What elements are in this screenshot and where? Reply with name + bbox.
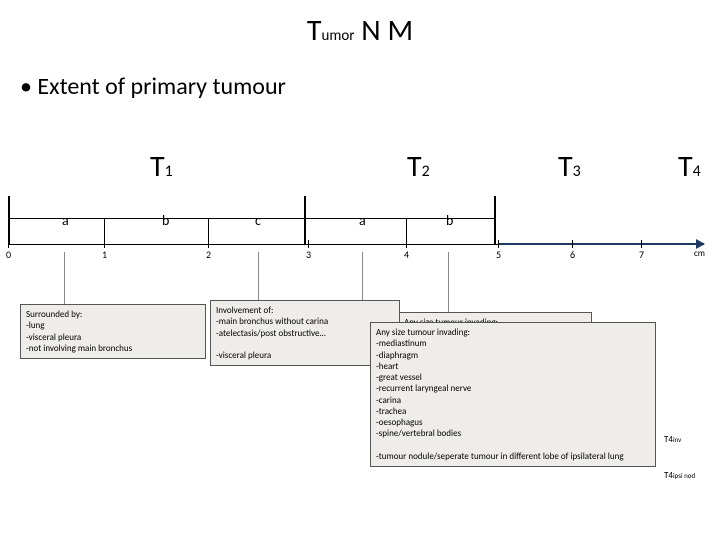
stage-t2: T2 <box>407 148 430 185</box>
axis-label: 2 <box>206 248 211 261</box>
t1-box: Surrounded by:-lung-visceral pleura-not … <box>20 304 206 359</box>
stage-divider <box>494 196 496 244</box>
connector-line <box>258 252 259 300</box>
sub-a1: a <box>62 212 69 229</box>
stage-divider <box>8 196 10 244</box>
sub-divider <box>406 218 407 244</box>
box-line: -visceral pleura <box>26 332 200 343</box>
box-line: Surrounded by: <box>26 309 200 320</box>
axis-label: 6 <box>570 248 575 261</box>
box-line <box>376 440 650 451</box>
axis-tick <box>498 240 499 248</box>
sub-a2: a <box>359 212 366 229</box>
box-line: -not involving main bronchus <box>26 343 200 354</box>
stage-t4: T4 <box>678 148 701 185</box>
axis-label: 7 <box>639 248 644 261</box>
sub-b1: b <box>162 212 169 229</box>
axis-label: 0 <box>6 248 11 261</box>
box-line: -lung <box>26 320 200 331</box>
box-line: -spine/vertebral bodies <box>376 428 650 439</box>
subtitle-bullet: • Extent of primary tumour <box>20 72 286 101</box>
t3-arrow <box>498 243 704 245</box>
box-line: -trachea <box>376 406 650 417</box>
box-line: -mediastinum <box>376 338 650 349</box>
box-line: -main bronchus without carina <box>216 316 394 327</box>
t4-ipsi-badge: T4ipsi nod <box>664 470 695 481</box>
axis-label: 4 <box>404 248 409 261</box>
box-line: Any size tumour invading: <box>376 327 650 338</box>
t4-inv-badge: T4inv <box>664 434 681 445</box>
box-line: Involvement of: <box>216 305 394 316</box>
t4-box: Any size tumour invading:-mediastinum-di… <box>370 322 656 467</box>
stage-t1: T1 <box>150 148 173 185</box>
connector-line <box>64 252 65 304</box>
box-line: -visceral pleura <box>216 350 394 361</box>
box-line: -great vessel <box>376 372 650 383</box>
box-line <box>216 339 394 350</box>
axis-label: 5 <box>496 248 501 261</box>
sub-divider <box>208 218 209 244</box>
stage-divider <box>304 196 306 244</box>
axis-label: 1 <box>102 248 107 261</box>
page-title: Tumor N M <box>0 12 720 49</box>
box-line: -diaphragm <box>376 350 650 361</box>
box-line: -tumour nodule/seperate tumour in differ… <box>376 451 650 462</box>
axis-unit: cm <box>694 248 705 259</box>
sub-divider <box>104 218 105 244</box>
box-line: -carina <box>376 395 650 406</box>
axis-tick <box>641 240 642 248</box>
axis-label: 3 <box>306 248 311 261</box>
title-t: T <box>307 12 322 49</box>
box-line: -recurrent laryngeal nerve <box>376 383 650 394</box>
title-tsub: umor <box>322 27 355 45</box>
title-rest: N M <box>355 12 414 49</box>
box-line: -heart <box>376 361 650 372</box>
sub-c1: c <box>255 212 261 229</box>
sub-b2: b <box>446 212 453 229</box>
stage-t3: T3 <box>558 148 581 185</box>
axis-tick <box>572 240 573 248</box>
sub-axis-line <box>8 218 494 219</box>
axis-tick <box>308 240 309 248</box>
box-line: -atelectasis/post obstructive… <box>216 328 394 339</box>
box-line: -oesophagus <box>376 417 650 428</box>
